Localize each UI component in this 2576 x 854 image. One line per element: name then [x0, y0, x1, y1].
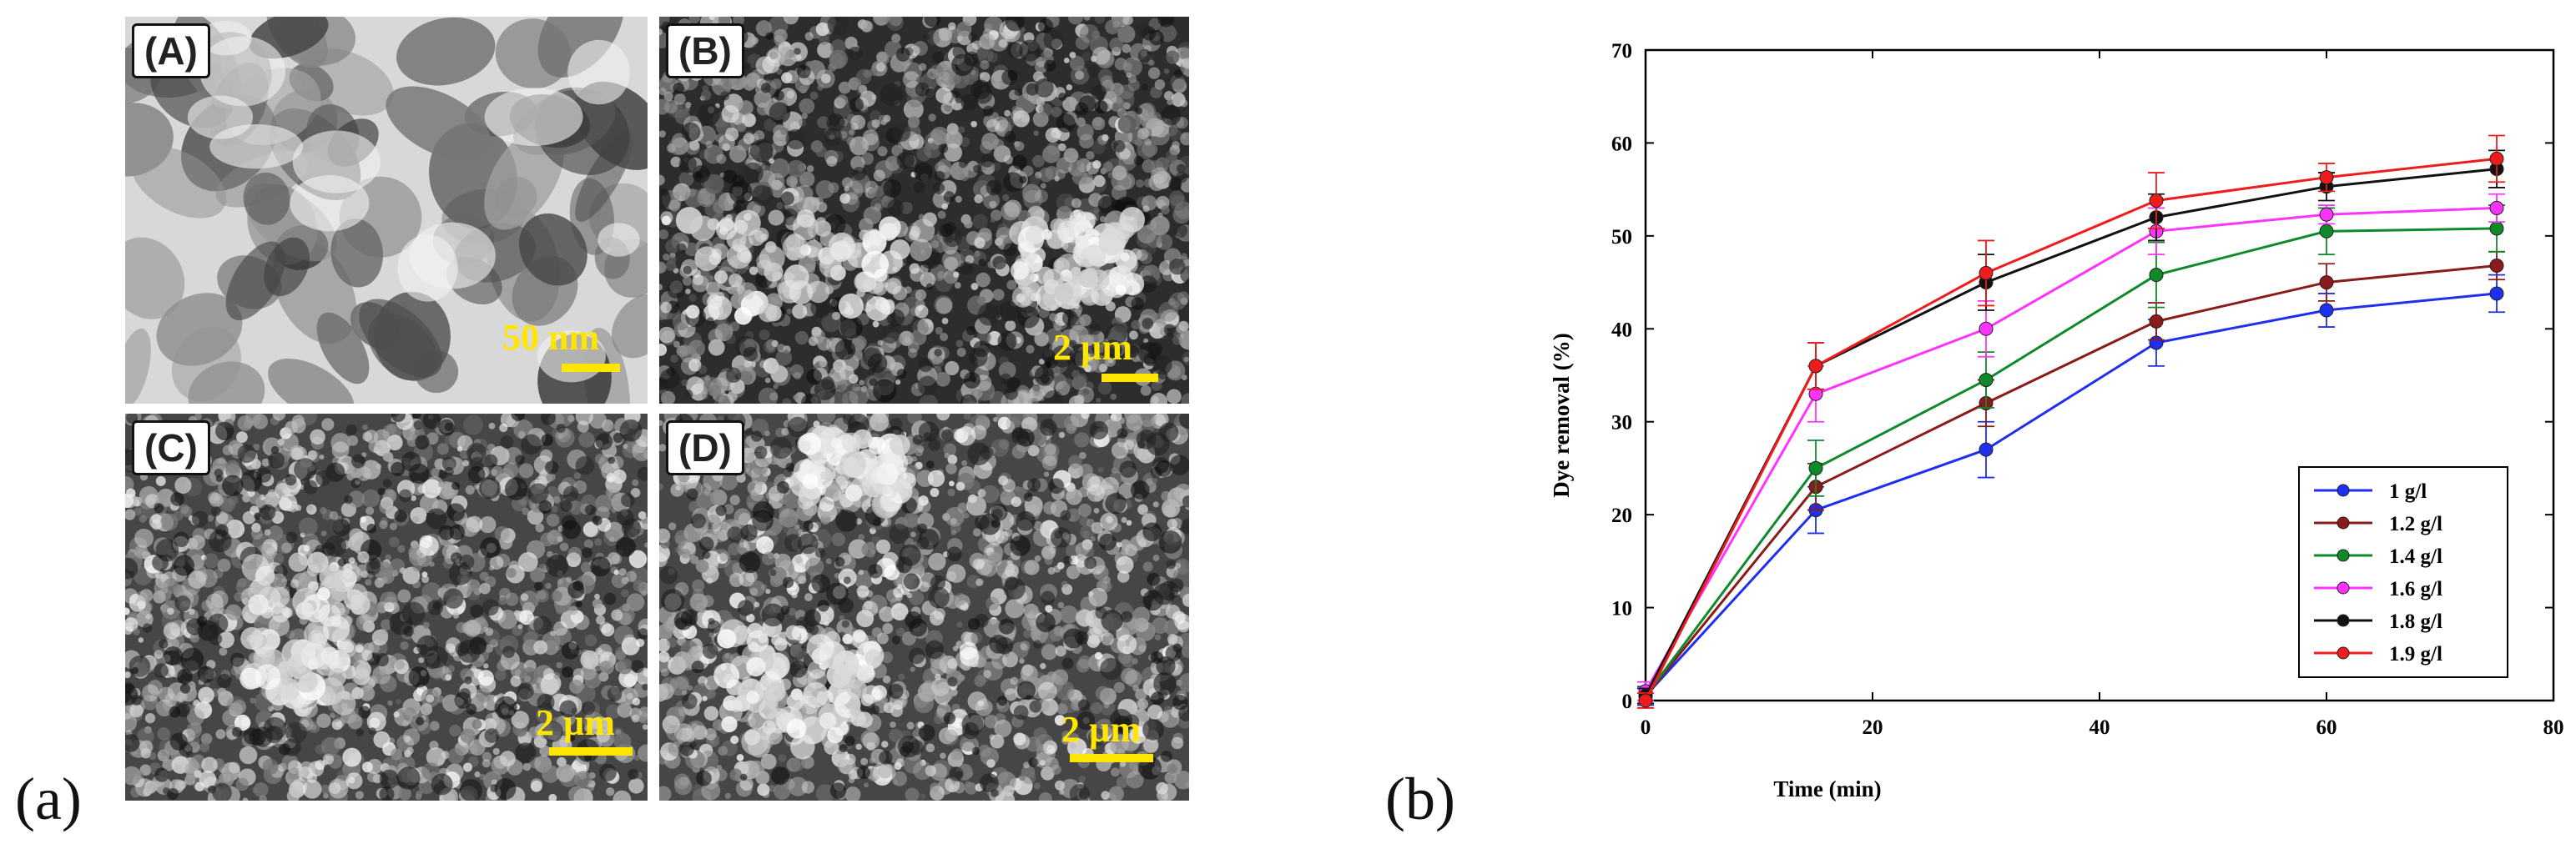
micrograph-image-c [125, 414, 648, 801]
scale-bar-d [1070, 754, 1153, 762]
x-tick-label: 40 [2090, 716, 2110, 739]
micrograph-tile-d: (D) 2 µm [659, 414, 1189, 801]
chart-series [1637, 134, 2505, 709]
series-line [1644, 292, 2498, 697]
data-point [1638, 693, 1653, 708]
data-point [2489, 221, 2504, 236]
legend-swatch-marker [2337, 516, 2350, 530]
data-point [2489, 259, 2504, 274]
legend-label: 1.8 g/l [2389, 610, 2442, 633]
scale-bar-b [1101, 374, 1158, 382]
chart-axes: 0 20 40 60 80 0 10 20 30 40 50 60 70 [1611, 40, 2564, 739]
micrograph-tile-a: (A) 50 nm [125, 17, 648, 404]
data-point [2149, 268, 2164, 283]
x-tick-label: 20 [1863, 716, 1883, 739]
data-point [1979, 321, 1994, 336]
legend-swatch-marker [2337, 614, 2350, 627]
micrograph-letter-c: (C) [132, 420, 210, 475]
micrograph-letter-b: (B) [666, 23, 744, 78]
data-point [2149, 314, 2164, 329]
micrograph-letter-a: (A) [132, 23, 210, 78]
legend-item: 1.9 g/l [2314, 643, 2442, 666]
series-1-9-g-l [1637, 134, 2505, 709]
legend-label: 1 g/l [2389, 480, 2427, 503]
data-point [2149, 193, 2164, 208]
legend-box [2298, 466, 2508, 678]
legend-item: 1 g/l [2314, 480, 2427, 503]
y-tick-label: 20 [1611, 505, 1632, 527]
micrograph-image-b [659, 17, 1189, 404]
y-tick-label: 50 [1611, 226, 1632, 249]
micrograph-tile-c: (C) 2 µm [125, 414, 648, 801]
scale-bar-c [549, 747, 633, 756]
legend-swatch-marker [2337, 581, 2350, 595]
micrograph-image-d [659, 414, 1189, 801]
data-point [1979, 442, 1994, 457]
legend-label: 1.6 g/l [2389, 578, 2442, 600]
legend-item: 1.2 g/l [2314, 513, 2442, 535]
panel-a-label: (a) [15, 766, 82, 832]
data-point [2319, 170, 2334, 185]
series-line [1644, 206, 2498, 692]
data-point [2319, 224, 2334, 239]
data-point [1979, 373, 1994, 388]
data-point [2319, 275, 2334, 290]
legend-swatch-marker [2337, 549, 2350, 562]
micrograph-grid: (A) 50 nm (B) 2 µm (C) 2 µm (D) 2 µm [125, 17, 1189, 801]
data-point [1979, 265, 1994, 280]
y-tick-label: 10 [1611, 598, 1632, 620]
legend-label: 1.2 g/l [2389, 513, 2442, 535]
scale-label-a: 50 nm [502, 317, 600, 358]
series-line [1644, 157, 2498, 701]
series-line [1644, 227, 2498, 697]
y-tick-label: 60 [1611, 133, 1632, 155]
legend-item: 1.4 g/l [2314, 545, 2442, 568]
legend-swatch-marker [2337, 484, 2350, 497]
data-point [1808, 460, 1823, 475]
data-point [2319, 207, 2334, 222]
chart-svg: 0 20 40 60 80 0 10 20 30 40 50 60 70 1 g/l 1.2 g/l 1.4… [1549, 40, 2564, 801]
legend-label: 1.9 g/l [2389, 643, 2442, 666]
data-point [2489, 286, 2504, 301]
x-tick-label: 80 [2543, 716, 2564, 739]
legend-item: 1.6 g/l [2314, 578, 2442, 600]
x-tick-label: 60 [2316, 716, 2337, 739]
scale-label-b: 2 µm [1053, 327, 1133, 368]
y-tick-label: 0 [1622, 691, 1633, 713]
chart-legend: 1 g/l 1.2 g/l 1.4 g/l 1.6 g/l 1.8 g/l 1.9 g/l [2298, 466, 2508, 678]
series-line [1644, 264, 2498, 697]
scale-bar-a [562, 364, 620, 372]
panel-b-label: (b) [1385, 766, 1455, 832]
scale-label-d: 2 µm [1061, 709, 1142, 750]
legend-item: 1.8 g/l [2314, 610, 2442, 633]
data-point [1808, 359, 1823, 374]
data-point [2489, 151, 2504, 166]
micrograph-letter-d: (D) [666, 420, 744, 475]
scale-label-c: 2 µm [536, 702, 616, 743]
micrograph-image-a [125, 17, 648, 404]
data-point [2319, 303, 2334, 318]
y-tick-label: 40 [1611, 319, 1632, 341]
dye-removal-chart: 0 20 40 60 80 0 10 20 30 40 50 60 70 1 g/l 1.2 g/l 1.4… [1502, 17, 2576, 851]
x-tick-label: 0 [1641, 716, 1651, 739]
x-axis-label: Time (min) [1773, 776, 1881, 801]
micrograph-tile-b: (B) 2 µm [659, 17, 1189, 404]
legend-swatch-marker [2337, 646, 2350, 660]
y-tick-label: 30 [1611, 412, 1632, 435]
y-tick-label: 70 [1611, 40, 1632, 63]
data-point [2489, 200, 2504, 215]
legend-label: 1.4 g/l [2389, 545, 2442, 568]
y-axis-label: Dye removal (%) [1549, 333, 1574, 497]
